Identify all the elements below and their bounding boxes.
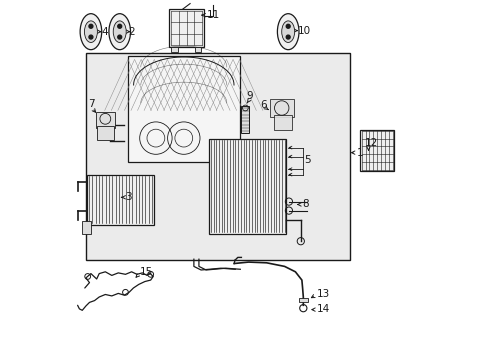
Text: 4: 4 bbox=[101, 27, 108, 37]
Ellipse shape bbox=[113, 21, 126, 42]
Bar bbox=[86, 53, 350, 260]
Text: 6: 6 bbox=[260, 100, 267, 111]
Text: 2: 2 bbox=[128, 27, 135, 37]
Text: 7: 7 bbox=[88, 99, 94, 109]
Bar bbox=[242, 106, 249, 133]
Ellipse shape bbox=[282, 21, 294, 42]
Bar bbox=[209, 139, 286, 234]
Text: 11: 11 bbox=[206, 10, 220, 20]
Ellipse shape bbox=[80, 14, 102, 50]
Bar bbox=[128, 56, 240, 162]
Ellipse shape bbox=[84, 21, 98, 42]
Text: 13: 13 bbox=[317, 289, 330, 300]
Bar bbox=[96, 112, 116, 128]
Circle shape bbox=[89, 24, 93, 28]
Bar bbox=[171, 47, 178, 52]
Circle shape bbox=[118, 24, 122, 28]
Circle shape bbox=[286, 35, 290, 39]
Text: 9: 9 bbox=[247, 91, 253, 102]
Bar bbox=[170, 9, 204, 47]
Bar bbox=[98, 126, 114, 140]
Bar bbox=[270, 99, 294, 117]
Text: 10: 10 bbox=[298, 26, 312, 36]
Text: 1: 1 bbox=[357, 148, 364, 158]
Circle shape bbox=[89, 35, 93, 39]
Text: 15: 15 bbox=[140, 267, 153, 277]
Circle shape bbox=[286, 24, 290, 28]
Text: 3: 3 bbox=[125, 192, 132, 202]
Bar bbox=[274, 115, 292, 130]
Text: 12: 12 bbox=[365, 138, 378, 148]
Text: 14: 14 bbox=[317, 304, 330, 314]
Ellipse shape bbox=[277, 14, 299, 50]
Bar bbox=[299, 298, 308, 302]
Circle shape bbox=[118, 35, 122, 39]
Bar bbox=[360, 130, 394, 171]
Text: 5: 5 bbox=[304, 155, 311, 165]
Bar bbox=[82, 221, 91, 234]
Bar bbox=[195, 47, 201, 52]
Text: 8: 8 bbox=[303, 199, 309, 210]
Bar bbox=[87, 175, 154, 225]
Ellipse shape bbox=[109, 14, 130, 50]
